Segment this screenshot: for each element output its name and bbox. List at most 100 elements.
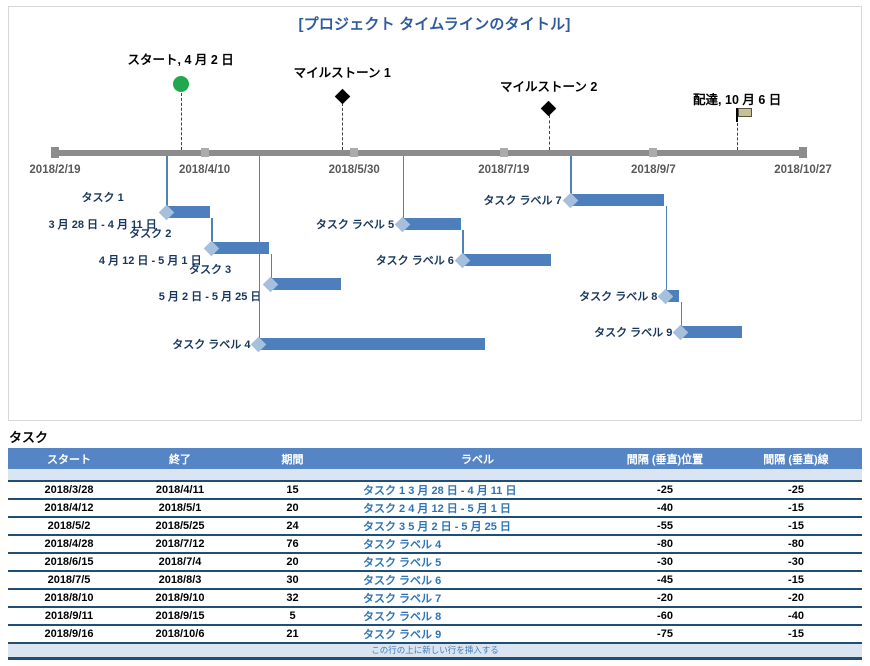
cell-end[interactable]: 2018/7/12 bbox=[155, 538, 205, 550]
cell-start[interactable]: 2018/9/11 bbox=[44, 610, 94, 622]
axis-tick-icon bbox=[350, 148, 359, 157]
axis-date-label: 2018/5/30 bbox=[328, 164, 380, 176]
cell-end[interactable]: 2018/10/6 bbox=[155, 628, 205, 640]
milestone-label: スタート, 4 月 2 日 bbox=[127, 53, 234, 67]
cell-gap-line[interactable]: -30 bbox=[788, 556, 804, 568]
header-start[interactable]: スタート bbox=[47, 453, 91, 466]
header-label[interactable]: ラベル bbox=[461, 453, 494, 466]
timeline-chart[interactable] bbox=[8, 6, 862, 421]
task-label-block: タスク 2 4 月 12 日 - 5 月 1 日 bbox=[99, 227, 202, 268]
cell-end[interactable]: 2018/8/3 bbox=[158, 574, 202, 586]
cell-label[interactable]: タスク 1 3 月 28 日 - 4 月 11 日 bbox=[363, 485, 517, 497]
flag-pole-icon bbox=[736, 108, 739, 122]
cell-label[interactable]: タスク 2 4 月 12 日 - 5 月 1 日 bbox=[363, 503, 511, 515]
cell-gap-position[interactable]: -45 bbox=[657, 574, 673, 586]
cell-duration[interactable]: 21 bbox=[286, 628, 299, 640]
cell-start[interactable]: 2018/7/5 bbox=[47, 574, 91, 586]
cell-start[interactable]: 2018/4/12 bbox=[44, 502, 94, 514]
task-name-label: タスク 3 bbox=[188, 264, 232, 276]
cell-start[interactable]: 2018/8/10 bbox=[44, 592, 94, 604]
milestone-leader-line bbox=[180, 93, 182, 150]
task-bar bbox=[210, 242, 270, 254]
cell-gap-line[interactable]: -15 bbox=[788, 628, 804, 640]
table-spacer-row[interactable] bbox=[8, 469, 862, 482]
header-gap-position[interactable]: 間隔 (垂直)位置 bbox=[626, 453, 704, 466]
task-bar bbox=[569, 194, 665, 206]
header-gap-line[interactable]: 間隔 (垂直)線 bbox=[763, 453, 829, 466]
cell-gap-line[interactable]: -15 bbox=[788, 502, 804, 514]
cell-start[interactable]: 2018/3/28 bbox=[44, 484, 94, 496]
axis-tick-icon bbox=[499, 148, 508, 157]
cell-end[interactable]: 2018/5/25 bbox=[155, 520, 205, 532]
header-end[interactable]: 終了 bbox=[169, 453, 191, 466]
cell-start[interactable]: 2018/9/16 bbox=[44, 628, 94, 640]
table-header-row: スタート 終了 期間 ラベル 間隔 (垂直)位置 間隔 (垂直)線 bbox=[8, 448, 862, 469]
cell-end[interactable]: 2018/5/1 bbox=[158, 502, 202, 514]
cell-gap-position[interactable]: -25 bbox=[657, 484, 673, 496]
cell-end[interactable]: 2018/7/4 bbox=[158, 556, 202, 568]
cell-label[interactable]: タスク ラベル 6 bbox=[363, 575, 442, 587]
cell-duration[interactable]: 76 bbox=[286, 538, 299, 550]
cell-label[interactable]: タスク ラベル 4 bbox=[363, 539, 442, 551]
table-row: 2018/7/5 2018/8/3 30 タスク ラベル 6 -45 -15 bbox=[8, 572, 862, 590]
task-bar bbox=[402, 218, 461, 230]
task-name-label: タスク ラベル 4 bbox=[172, 339, 251, 351]
cell-gap-line[interactable]: -15 bbox=[788, 574, 804, 586]
axis-tick-icon bbox=[200, 148, 209, 157]
milestone-label: 配達, 10 月 6 日 bbox=[693, 93, 782, 107]
cell-gap-line[interactable]: -25 bbox=[788, 484, 804, 496]
cell-duration[interactable]: 20 bbox=[286, 502, 299, 514]
cell-duration[interactable]: 5 bbox=[289, 610, 296, 622]
cell-start[interactable]: 2018/6/15 bbox=[44, 556, 94, 568]
cell-label[interactable]: タスク 3 5 月 2 日 - 5 月 25 日 bbox=[363, 521, 511, 533]
cell-duration[interactable]: 32 bbox=[286, 592, 299, 604]
task-date-label: 4 月 12 日 - 5 月 1 日 bbox=[98, 255, 202, 267]
cell-duration[interactable]: 20 bbox=[286, 556, 299, 568]
cell-end[interactable]: 2018/9/10 bbox=[155, 592, 205, 604]
table-row: 2018/4/28 2018/7/12 76 タスク ラベル 4 -80 -80 bbox=[8, 536, 862, 554]
cell-duration[interactable]: 30 bbox=[286, 574, 299, 586]
cell-gap-line[interactable]: -80 bbox=[788, 538, 804, 550]
cell-gap-position[interactable]: -40 bbox=[657, 502, 673, 514]
cell-gap-position[interactable]: -20 bbox=[657, 592, 673, 604]
cell-start[interactable]: 2018/5/2 bbox=[47, 520, 91, 532]
cell-label[interactable]: タスク ラベル 5 bbox=[363, 557, 442, 569]
table-title: タスク bbox=[9, 430, 49, 445]
task-date-label: 5 月 2 日 - 5 月 25 日 bbox=[158, 291, 262, 303]
cell-gap-line[interactable]: -15 bbox=[788, 520, 804, 532]
cell-duration[interactable]: 15 bbox=[286, 484, 299, 496]
cell-gap-line[interactable]: -20 bbox=[788, 592, 804, 604]
milestone-label: マイルストーン 1 bbox=[293, 66, 391, 80]
task-connector-line bbox=[211, 218, 213, 242]
task-name-label: タスク ラベル 8 bbox=[579, 291, 658, 303]
task-connector-line bbox=[402, 153, 405, 218]
task-label-block: タスク 1 3 月 28 日 - 4 月 11 日 bbox=[49, 191, 157, 232]
cell-start[interactable]: 2018/4/28 bbox=[44, 538, 94, 550]
task-bar bbox=[461, 254, 551, 266]
cell-duration[interactable]: 24 bbox=[286, 520, 299, 532]
cell-gap-line[interactable]: -40 bbox=[788, 610, 804, 622]
task-bar bbox=[270, 278, 342, 290]
header-duration[interactable]: 期間 bbox=[281, 453, 304, 466]
cell-gap-position[interactable]: -80 bbox=[657, 538, 673, 550]
cell-gap-position[interactable]: -55 bbox=[657, 520, 673, 532]
cell-label[interactable]: タスク ラベル 9 bbox=[363, 629, 442, 641]
milestone-leader-line bbox=[342, 103, 344, 150]
axis-tick-icon bbox=[649, 148, 658, 157]
cell-label[interactable]: タスク ラベル 7 bbox=[363, 593, 442, 605]
task-name-label: タスク ラベル 5 bbox=[315, 219, 395, 231]
table-row: 2018/4/12 2018/5/1 20 タスク 2 4 月 12 日 - 5 月 … bbox=[8, 500, 862, 518]
table-row: 2018/9/11 2018/9/15 5 タスク ラベル 8 -60 -40 bbox=[8, 608, 862, 626]
cell-gap-position[interactable]: -60 bbox=[657, 610, 673, 622]
cell-label[interactable]: タスク ラベル 8 bbox=[363, 611, 442, 623]
table-row: 2018/8/10 2018/9/10 32 タスク ラベル 7 -20 -20 bbox=[8, 590, 862, 608]
table-row: 2018/6/15 2018/7/4 20 タスク ラベル 5 -30 -30 bbox=[8, 554, 862, 572]
cell-gap-position[interactable]: -75 bbox=[657, 628, 673, 640]
table-row: 2018/3/28 2018/4/11 15 タスク 1 3 月 28 日 - 4 月… bbox=[8, 482, 862, 500]
table-row: 2018/9/16 2018/10/6 21 タスク ラベル 9 -75 -15 bbox=[8, 626, 862, 644]
cell-end[interactable]: 2018/9/15 bbox=[155, 610, 205, 622]
task-name-label: タスク 2 bbox=[129, 228, 172, 240]
cell-gap-position[interactable]: -30 bbox=[657, 556, 673, 568]
insert-row-hint[interactable]: この行の上に新しい行を挿入する bbox=[8, 644, 862, 660]
cell-end[interactable]: 2018/4/11 bbox=[155, 484, 205, 496]
